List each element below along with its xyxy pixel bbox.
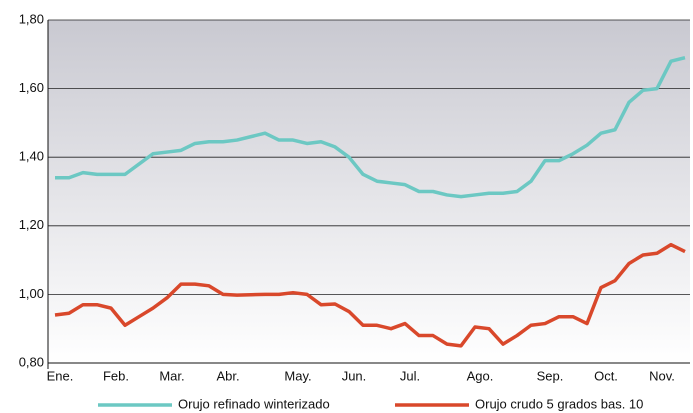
x-tick-label: Ago.	[467, 368, 494, 383]
y-tick-label: 1,60	[19, 80, 44, 95]
x-tick-label: Jun.	[342, 368, 367, 383]
y-tick-label: 0,80	[19, 354, 44, 369]
y-tick-label: 1,00	[19, 286, 44, 301]
legend-label: Orujo refinado winterizado	[178, 396, 330, 411]
series-line	[54, 242, 686, 348]
x-tick-label: Nov.	[649, 368, 675, 383]
x-tick-label: Abr.	[216, 368, 239, 383]
x-tick-label: Ene.	[47, 368, 74, 383]
x-tick-label: May.	[284, 368, 311, 383]
x-tick-label: Sep.	[537, 368, 564, 383]
y-tick-label: 1,20	[19, 217, 44, 232]
x-tick-label: Mar.	[159, 368, 184, 383]
y-tick-label: 1,80	[19, 11, 44, 26]
x-tick-label: Feb.	[103, 368, 129, 383]
legend-label: Orujo crudo 5 grados bas. 10	[475, 396, 643, 411]
y-tick-label: 1,40	[19, 149, 44, 164]
x-tick-label: Oct.	[594, 368, 618, 383]
series-line	[55, 56, 686, 199]
x-tick-label: Jul.	[400, 368, 420, 383]
